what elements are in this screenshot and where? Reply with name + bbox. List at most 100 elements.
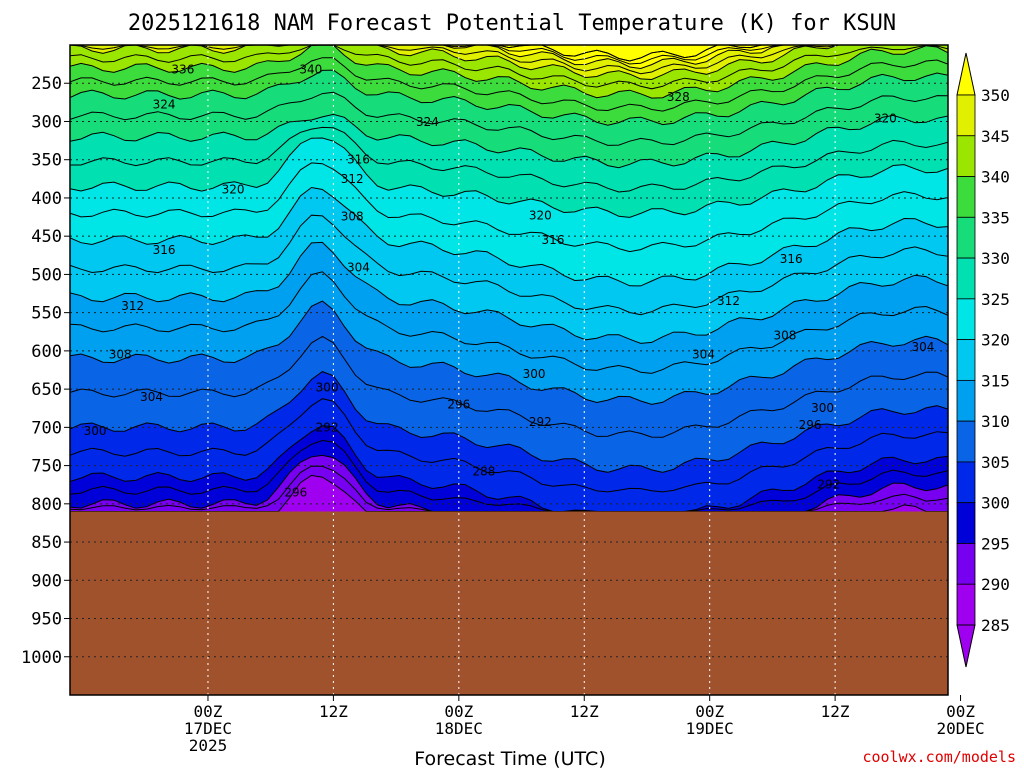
y-tick-label: 250 bbox=[31, 74, 62, 94]
colorbar-label: 340 bbox=[981, 168, 1010, 187]
contour-label: 308 bbox=[341, 209, 364, 223]
contour-label: 324 bbox=[153, 98, 176, 112]
x-tick-label: 00Z bbox=[194, 702, 223, 721]
colorbar-label: 305 bbox=[981, 453, 1010, 472]
contour-line bbox=[70, 45, 948, 65]
contour-line bbox=[70, 271, 948, 374]
contour-label: 312 bbox=[341, 172, 364, 186]
y-tick-label: 300 bbox=[31, 112, 62, 132]
contour-label: 308 bbox=[109, 348, 132, 362]
contour-label: 340 bbox=[299, 62, 322, 76]
contour-line bbox=[70, 57, 948, 112]
contour-label: 316 bbox=[153, 243, 176, 257]
x-tick-label: 12Z bbox=[821, 702, 850, 721]
contour-label: 304 bbox=[140, 390, 163, 404]
x-tick-label: 20DEC bbox=[936, 719, 984, 738]
contour-label: 316 bbox=[780, 252, 803, 266]
y-tick-label: 750 bbox=[31, 457, 62, 477]
contour-line bbox=[70, 425, 948, 512]
contour-line bbox=[70, 91, 948, 146]
contour-line bbox=[70, 398, 948, 493]
x-tick-label: 00Z bbox=[695, 702, 724, 721]
x-tick-label: 19DEC bbox=[686, 719, 734, 738]
contour-line bbox=[70, 186, 948, 287]
y-tick-label: 550 bbox=[31, 304, 62, 324]
colorbar-label: 325 bbox=[981, 290, 1010, 309]
contour-line bbox=[70, 45, 948, 81]
colorbar-label: 350 bbox=[981, 86, 1010, 105]
colorbar-label: 345 bbox=[981, 127, 1010, 146]
colorbar-top-arrow bbox=[956, 52, 976, 96]
contour-label: 328 bbox=[667, 90, 690, 104]
contour-label: 316 bbox=[347, 153, 370, 167]
x-tick-label: 17DEC bbox=[184, 719, 232, 738]
colorbar-swatch bbox=[956, 339, 976, 381]
colorbar-label: 290 bbox=[981, 575, 1010, 594]
contour-label: 320 bbox=[529, 209, 552, 223]
contour-line bbox=[70, 45, 948, 70]
contour-label: 296 bbox=[447, 397, 470, 411]
colorbar-label: 315 bbox=[981, 371, 1010, 390]
terrain-below-ground bbox=[70, 511, 948, 695]
contour-label: 296 bbox=[284, 485, 307, 499]
contour-label: 304 bbox=[692, 348, 715, 362]
colorbar-swatch bbox=[956, 135, 976, 177]
x-tick-label: 00Z bbox=[444, 702, 473, 721]
contour-line bbox=[70, 300, 948, 405]
contour-line bbox=[70, 137, 948, 218]
y-tick-label: 900 bbox=[31, 571, 62, 591]
colorbar-swatch bbox=[956, 379, 976, 422]
contour-label: 300 bbox=[316, 381, 339, 395]
contour-line bbox=[70, 69, 948, 126]
contour-label: 292 bbox=[529, 415, 552, 429]
contour-label: 300 bbox=[84, 424, 107, 438]
x-tick-label: 12Z bbox=[319, 702, 348, 721]
colorbar-label: 330 bbox=[981, 249, 1010, 268]
colorbar-label: 310 bbox=[981, 412, 1010, 431]
contour-label: 292 bbox=[817, 478, 840, 492]
contour-line bbox=[70, 214, 948, 316]
contour-line bbox=[70, 126, 948, 193]
x-axis-label: Forecast Time (UTC) bbox=[414, 748, 605, 768]
y-tick-label: 700 bbox=[31, 418, 62, 438]
contour-line bbox=[70, 45, 948, 62]
contour-line bbox=[70, 45, 948, 99]
contour-label: 312 bbox=[717, 294, 740, 308]
contour-line bbox=[70, 335, 948, 438]
contour-line bbox=[70, 439, 948, 512]
colorbar-bottom-arrow bbox=[956, 624, 976, 668]
colorbar-label: 285 bbox=[981, 616, 1010, 635]
contour-label: 312 bbox=[121, 299, 144, 313]
y-tick-label: 800 bbox=[31, 495, 62, 515]
y-tick-label: 350 bbox=[31, 151, 62, 171]
contour-line bbox=[70, 45, 948, 75]
y-axis: 250 300 350 400 450 500 550 600 650 700 750 800 850 9… bbox=[21, 74, 70, 668]
y-tick-label: 950 bbox=[31, 610, 62, 630]
y-tick-label: 850 bbox=[31, 533, 62, 553]
contour-label: 316 bbox=[541, 233, 564, 247]
contour-label: 304 bbox=[911, 340, 934, 354]
contour-label: 300 bbox=[523, 367, 546, 381]
contour-label: 288 bbox=[472, 465, 495, 479]
colorbar-label: 295 bbox=[981, 534, 1010, 553]
y-tick-label: 650 bbox=[31, 380, 62, 400]
y-tick-label: 500 bbox=[31, 265, 62, 285]
contour-label: 320 bbox=[222, 183, 245, 197]
credit-text[interactable]: coolwx.com/models bbox=[862, 748, 1016, 766]
chart-title: 2025121618 NAM Forecast Potential Temper… bbox=[128, 11, 896, 36]
x-tick-label: 12Z bbox=[570, 702, 599, 721]
contour-label: 296 bbox=[799, 418, 822, 432]
x-tick-label: 2025 bbox=[189, 736, 228, 755]
contour-label: 336 bbox=[171, 62, 194, 76]
colorbar-swatch bbox=[956, 257, 976, 300]
contour-label: 320 bbox=[874, 111, 897, 125]
contour-label: 324 bbox=[416, 115, 439, 129]
y-tick-label: 400 bbox=[31, 189, 62, 209]
contour-line bbox=[70, 162, 948, 253]
plot-frame bbox=[69, 44, 949, 696]
contour-label: 304 bbox=[347, 261, 370, 275]
colorbar-swatch bbox=[956, 543, 976, 585]
colorbar-swatch bbox=[956, 176, 976, 218]
contour-label: 300 bbox=[811, 401, 834, 415]
